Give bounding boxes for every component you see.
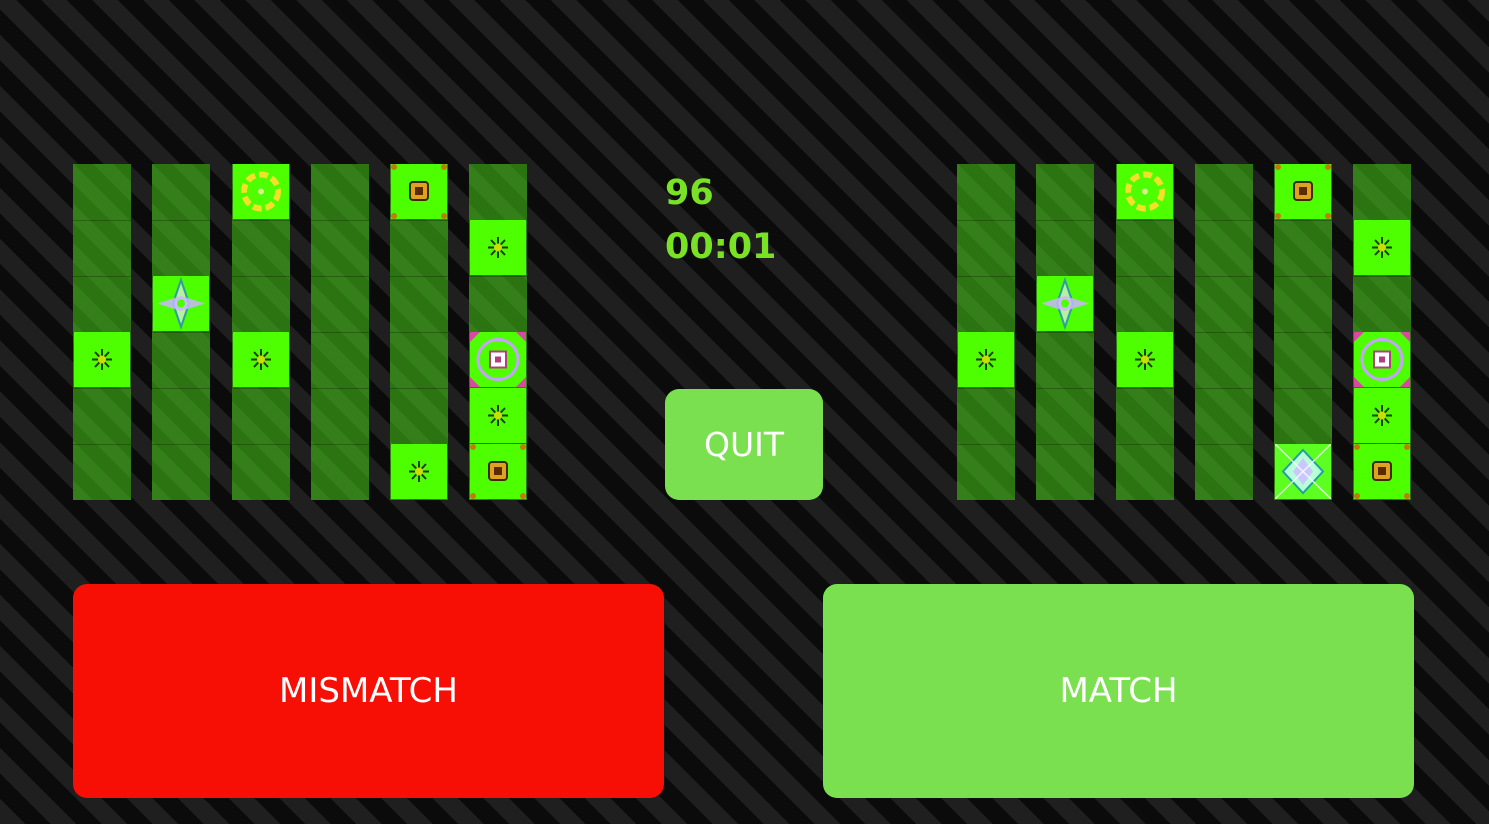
box-tile-icon <box>1354 444 1410 499</box>
star-tile-icon <box>470 220 526 275</box>
row-separator <box>1036 220 1094 221</box>
row-separator <box>1116 444 1174 445</box>
row-separator <box>232 276 290 277</box>
right-pattern-board <box>957 164 1411 500</box>
row-separator <box>311 332 369 333</box>
star-tile-icon <box>1354 220 1410 275</box>
star-tile-icon <box>958 332 1014 387</box>
star-tile-icon <box>470 388 526 443</box>
row-separator <box>390 220 448 221</box>
row-separator <box>152 220 210 221</box>
row-separator <box>1036 444 1094 445</box>
row-separator <box>311 220 369 221</box>
right-board-column-3 <box>1116 164 1174 500</box>
row-separator <box>1195 388 1253 389</box>
right-board-column-2 <box>1036 164 1094 500</box>
right-board-column-4 <box>1195 164 1253 500</box>
row-separator <box>469 276 527 277</box>
left-board-column-4 <box>311 164 369 500</box>
row-separator <box>1274 220 1332 221</box>
row-separator <box>957 388 1015 389</box>
row-separator <box>1116 220 1174 221</box>
row-separator <box>1195 220 1253 221</box>
row-separator <box>1195 276 1253 277</box>
row-separator <box>232 444 290 445</box>
left-board-column-3 <box>232 164 290 500</box>
right-board-column-5 <box>1274 164 1332 500</box>
row-separator <box>1036 332 1094 333</box>
row-separator <box>311 444 369 445</box>
right-board-column-6 <box>1353 164 1411 500</box>
row-separator <box>232 388 290 389</box>
ring-tile-icon <box>1117 164 1173 219</box>
left-board-column-5 <box>390 164 448 500</box>
match-button[interactable]: MATCH <box>823 584 1414 798</box>
row-separator <box>390 276 448 277</box>
score-value: 96 <box>665 173 714 213</box>
row-separator <box>311 388 369 389</box>
row-separator <box>1353 276 1411 277</box>
quit-button[interactable]: QUIT <box>665 389 823 500</box>
left-board-column-1 <box>73 164 131 500</box>
row-separator <box>152 332 210 333</box>
row-separator <box>1274 276 1332 277</box>
row-separator <box>1116 388 1174 389</box>
box-tile-icon <box>470 444 526 499</box>
row-separator <box>390 388 448 389</box>
left-pattern-board <box>73 164 527 500</box>
row-separator <box>957 276 1015 277</box>
star-tile-icon <box>1117 332 1173 387</box>
box-tile-icon <box>1275 164 1331 219</box>
octa-tile-icon <box>470 332 526 387</box>
timer-value: 00:01 <box>665 227 777 267</box>
star-tile-icon <box>233 332 289 387</box>
box-tile-icon <box>391 164 447 219</box>
row-separator <box>1195 332 1253 333</box>
left-board-column-2 <box>152 164 210 500</box>
ring-tile-icon <box>233 164 289 219</box>
octa-tile-icon <box>1354 332 1410 387</box>
row-separator <box>232 220 290 221</box>
row-separator <box>73 276 131 277</box>
row-separator <box>311 276 369 277</box>
mismatch-button[interactable]: MISMATCH <box>73 584 664 798</box>
left-board-column-6 <box>469 164 527 500</box>
row-separator <box>1274 388 1332 389</box>
row-separator <box>957 220 1015 221</box>
row-separator <box>1274 332 1332 333</box>
row-separator <box>152 444 210 445</box>
star-tile-icon <box>391 444 447 499</box>
row-separator <box>1036 388 1094 389</box>
mosaic-tile-icon <box>1275 444 1331 499</box>
row-separator <box>73 220 131 221</box>
row-separator <box>1195 444 1253 445</box>
right-board-column-1 <box>957 164 1015 500</box>
row-separator <box>73 388 131 389</box>
row-separator <box>152 388 210 389</box>
row-separator <box>73 444 131 445</box>
row-separator <box>957 444 1015 445</box>
row-separator <box>390 332 448 333</box>
diamond-tile-icon <box>153 276 209 331</box>
star-tile-icon <box>1354 388 1410 443</box>
diamond-tile-icon <box>1037 276 1093 331</box>
star-tile-icon <box>74 332 130 387</box>
row-separator <box>1116 276 1174 277</box>
